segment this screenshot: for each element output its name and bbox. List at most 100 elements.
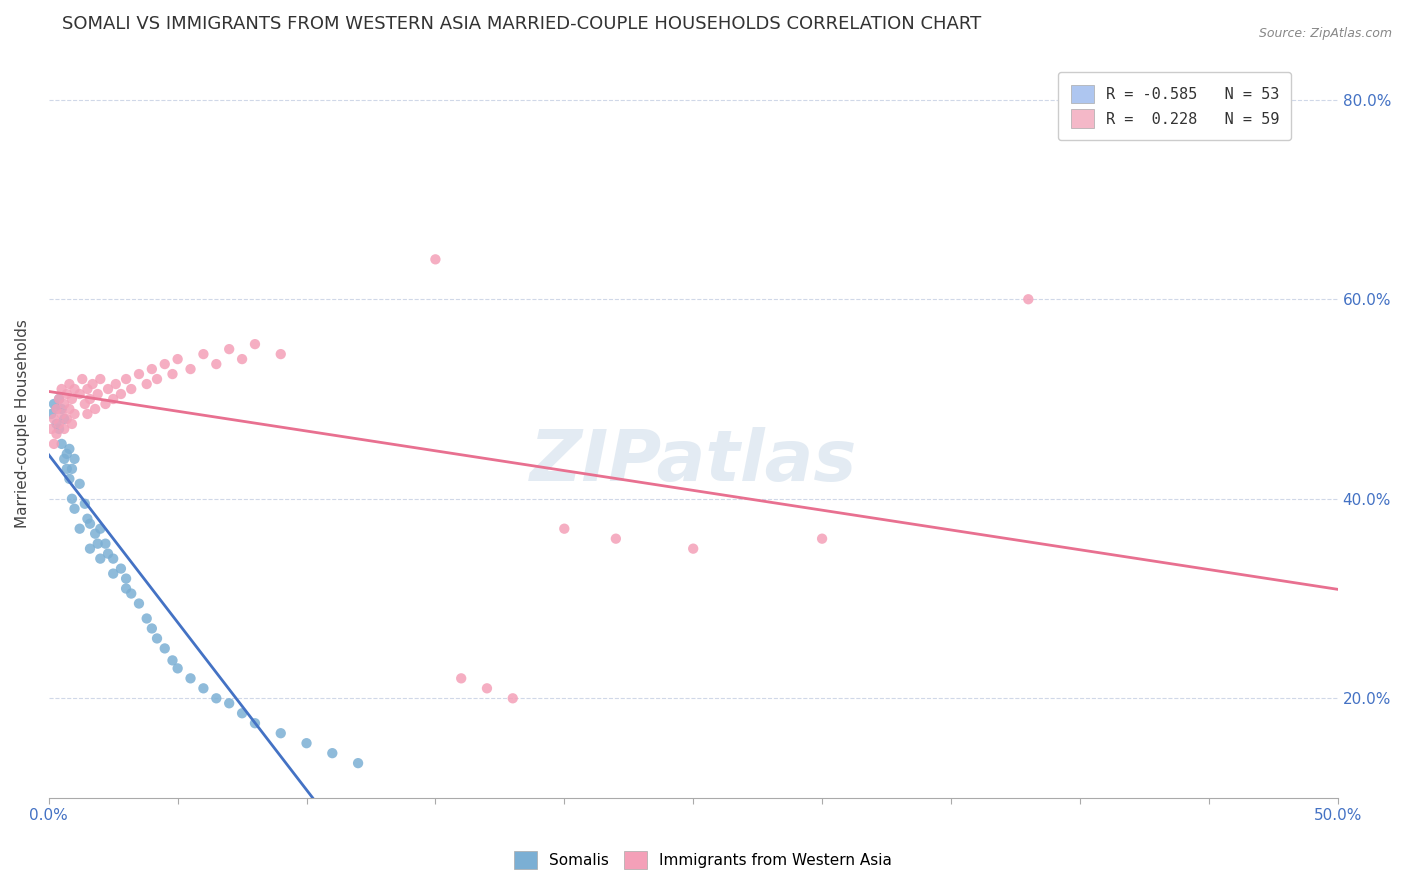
Point xyxy=(45,426,67,441)
Point xyxy=(58,402,80,417)
Point xyxy=(42,412,65,426)
Point xyxy=(58,472,80,486)
Point xyxy=(193,681,215,696)
Point xyxy=(56,447,79,461)
Point xyxy=(162,367,184,381)
Point xyxy=(115,582,138,596)
Point xyxy=(218,696,240,710)
Point xyxy=(425,252,447,267)
Point xyxy=(153,357,176,371)
Y-axis label: Married-couple Households: Married-couple Households xyxy=(15,319,30,528)
Point xyxy=(60,417,83,431)
Point xyxy=(48,422,70,436)
Text: SOMALI VS IMMIGRANTS FROM WESTERN ASIA MARRIED-COUPLE HOUSEHOLDS CORRELATION CHA: SOMALI VS IMMIGRANTS FROM WESTERN ASIA M… xyxy=(62,15,981,33)
Point xyxy=(120,586,142,600)
Point xyxy=(42,437,65,451)
Point xyxy=(41,407,63,421)
Point xyxy=(205,691,228,706)
Text: ZIPatlas: ZIPatlas xyxy=(530,427,856,496)
Point xyxy=(51,382,73,396)
Point xyxy=(76,512,98,526)
Point xyxy=(51,402,73,417)
Point xyxy=(63,382,86,396)
Point xyxy=(89,551,111,566)
Point xyxy=(73,397,96,411)
Point xyxy=(295,736,318,750)
Point xyxy=(79,541,101,556)
Point xyxy=(73,497,96,511)
Point xyxy=(243,716,266,731)
Point xyxy=(128,597,150,611)
Point xyxy=(87,536,110,550)
Point xyxy=(141,622,163,636)
Point xyxy=(682,541,704,556)
Point xyxy=(180,362,202,376)
Point xyxy=(193,347,215,361)
Point xyxy=(58,442,80,456)
Point xyxy=(146,372,169,386)
Point xyxy=(89,372,111,386)
Point xyxy=(48,392,70,406)
Point xyxy=(53,397,76,411)
Point xyxy=(79,516,101,531)
Point xyxy=(56,412,79,426)
Point xyxy=(811,532,834,546)
Point xyxy=(135,611,157,625)
Point xyxy=(153,641,176,656)
Point xyxy=(103,551,125,566)
Point xyxy=(45,402,67,417)
Point xyxy=(110,387,132,401)
Point xyxy=(94,536,117,550)
Point xyxy=(115,572,138,586)
Point xyxy=(60,462,83,476)
Point xyxy=(45,402,67,417)
Point xyxy=(53,422,76,436)
Point xyxy=(146,632,169,646)
Point xyxy=(120,382,142,396)
Point xyxy=(48,417,70,431)
Point xyxy=(53,451,76,466)
Point xyxy=(60,392,83,406)
Point xyxy=(63,451,86,466)
Point xyxy=(69,522,91,536)
Point xyxy=(218,342,240,356)
Point xyxy=(53,412,76,426)
Point xyxy=(347,756,370,771)
Point xyxy=(166,661,188,675)
Point xyxy=(42,397,65,411)
Point xyxy=(41,422,63,436)
Point xyxy=(115,372,138,386)
Point xyxy=(103,566,125,581)
Point xyxy=(84,526,107,541)
Point xyxy=(243,337,266,351)
Point xyxy=(231,706,253,721)
Point xyxy=(76,382,98,396)
Point xyxy=(51,407,73,421)
Point xyxy=(51,437,73,451)
Point xyxy=(205,357,228,371)
Point xyxy=(79,392,101,406)
Point xyxy=(110,561,132,575)
Point xyxy=(76,407,98,421)
Point xyxy=(72,372,94,386)
Point xyxy=(97,382,120,396)
Point xyxy=(84,402,107,417)
Point xyxy=(63,407,86,421)
Point xyxy=(321,746,343,760)
Point xyxy=(270,726,292,740)
Point xyxy=(231,352,253,367)
Point xyxy=(58,377,80,392)
Point xyxy=(180,671,202,685)
Point xyxy=(166,352,188,367)
Text: Source: ZipAtlas.com: Source: ZipAtlas.com xyxy=(1258,27,1392,40)
Point xyxy=(553,522,575,536)
Point xyxy=(135,377,157,392)
Point xyxy=(605,532,627,546)
Point xyxy=(63,501,86,516)
Point xyxy=(104,377,127,392)
Point xyxy=(94,397,117,411)
Point xyxy=(475,681,498,696)
Point xyxy=(162,653,184,667)
Point xyxy=(87,387,110,401)
Point xyxy=(141,362,163,376)
